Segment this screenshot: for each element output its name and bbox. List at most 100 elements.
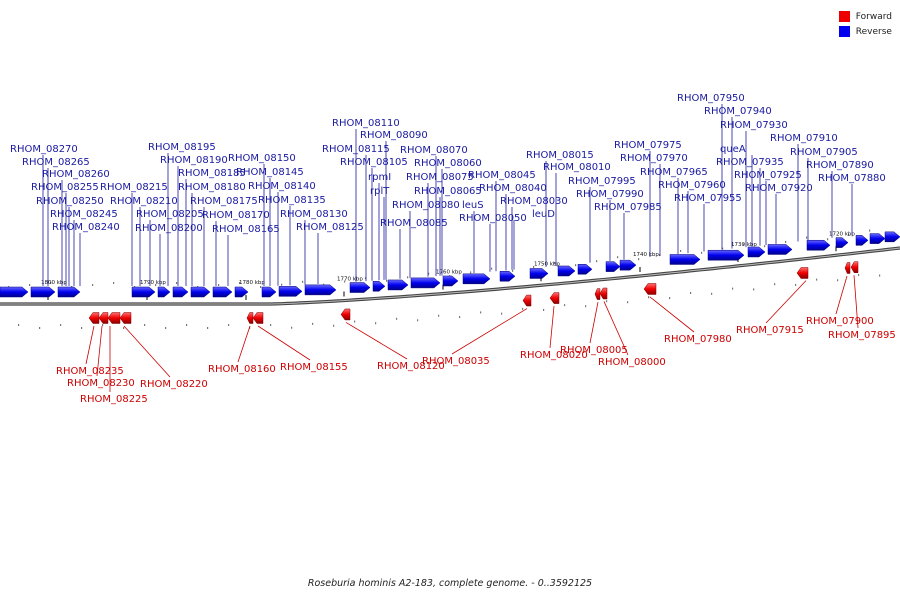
dot-marker xyxy=(344,280,346,283)
reverse-gene-label: RHOM_08130 xyxy=(280,209,348,220)
dot-marker xyxy=(543,309,545,312)
tick-label: 1750 kbp xyxy=(534,261,560,267)
dot-marker xyxy=(113,282,115,284)
dot-marker xyxy=(375,322,377,325)
reverse-gene-arrow xyxy=(304,284,337,296)
dot-marker xyxy=(60,324,62,326)
dot-marker xyxy=(144,324,146,326)
reverse-gene-arrow xyxy=(605,261,621,272)
dot-marker xyxy=(606,300,608,303)
dot-marker xyxy=(438,314,440,317)
dot-marker xyxy=(396,317,398,320)
dot-marker xyxy=(638,258,640,261)
reverse-gene-label: RHOM_08085 xyxy=(380,218,448,229)
forward-gene-arrow xyxy=(107,312,121,324)
reverse-gene-arrow xyxy=(577,264,593,275)
dot-marker xyxy=(291,326,293,329)
tick-label: 1800 kbp xyxy=(41,280,67,286)
reverse-gene-arrow xyxy=(157,286,171,298)
dot-marker xyxy=(354,320,356,323)
dot-marker xyxy=(869,229,871,232)
reverse-gene-label: RHOM_07940 xyxy=(704,106,772,117)
forward-gene-arrow xyxy=(98,312,109,324)
reverse-gene-label: RHOM_08110 xyxy=(332,118,400,129)
forward-leader-line xyxy=(649,296,695,333)
forward-gene-label: RHOM_07900 xyxy=(806,316,874,327)
reverse-label-leaders xyxy=(42,104,853,286)
reverse-gene-arrow xyxy=(855,235,869,246)
dot-marker xyxy=(312,322,314,325)
dot-marker xyxy=(575,264,577,267)
reverse-gene-arrow xyxy=(30,286,56,298)
dot-marker xyxy=(522,307,524,310)
forward-gene-label: RHOM_08155 xyxy=(280,362,348,373)
kbp-ticks: 1800 kbp 1790 kbp 1780 kbp 1770 kbp 1760 kbp… xyxy=(41,231,855,300)
reverse-swatch xyxy=(838,26,850,37)
forward-leader-line xyxy=(589,301,599,344)
dot-marker xyxy=(669,297,671,300)
reverse-gene-label: RHOM_07905 xyxy=(790,147,858,158)
dot-marker xyxy=(386,279,388,282)
forward-leader-line xyxy=(765,280,807,324)
dot-marker xyxy=(207,327,209,329)
reverse-gene-arrow xyxy=(372,281,386,292)
tick-label: 1770 kbp xyxy=(337,277,363,283)
reverse-gene-arrow xyxy=(349,282,371,293)
dot-marker xyxy=(753,288,755,291)
reverse-gene-label: RHOM_08260 xyxy=(42,169,110,180)
reverse-gene-arrow xyxy=(619,259,637,271)
dot-marker xyxy=(774,283,776,286)
reverse-gene-arrow xyxy=(172,286,189,298)
dot-marker xyxy=(155,284,157,286)
reverse-gene-arrow xyxy=(442,275,459,287)
tick-label: 1780 kbp xyxy=(239,280,265,286)
dot-marker xyxy=(795,283,797,286)
reverse-gene-label: RHOM_08050 xyxy=(459,213,527,224)
dot-marker xyxy=(39,327,41,329)
reverse-gene-label: rplT xyxy=(370,186,390,197)
dot-marker xyxy=(470,271,472,274)
reverse-gene-label: RHOM_07880 xyxy=(818,173,886,184)
dot-marker xyxy=(564,304,566,307)
forward-leader-line xyxy=(237,325,251,363)
reverse-gene-label: RHOM_08030 xyxy=(500,196,568,207)
forward-gene-label: RHOM_08160 xyxy=(208,364,276,375)
reverse-gene-label: RHOM_08245 xyxy=(50,209,118,220)
reverse-gene-label: RHOM_08125 xyxy=(296,222,364,233)
tick-label: 1720 kbp xyxy=(829,231,855,237)
reverse-gene-arrow xyxy=(212,286,233,298)
reverse-gene-label: RHOM_08270 xyxy=(10,144,78,155)
dot-marker xyxy=(837,279,839,282)
forward-leader-line xyxy=(123,325,171,378)
reverse-gene-arrow xyxy=(869,233,886,244)
reverse-gene-label: RHOM_08150 xyxy=(228,153,296,164)
reverse-gene-label: RHOM_08170 xyxy=(202,210,270,221)
forward-leader-line xyxy=(451,308,528,355)
forward-gene-arrow xyxy=(594,288,601,300)
tick-label: 1760 kbp xyxy=(436,270,462,276)
reverse-gene-arrow xyxy=(190,286,211,298)
dot-marker xyxy=(260,286,262,288)
reverse-gene-label: RHOM_07970 xyxy=(620,153,688,164)
forward-gene-label: RHOM_08120 xyxy=(377,361,445,372)
legend: Forward Reverse xyxy=(838,9,892,39)
dot-marker xyxy=(459,316,461,319)
dot-marker xyxy=(218,284,220,286)
dot-marker xyxy=(333,324,335,327)
reverse-gene-label: RHOM_08090 xyxy=(360,130,428,141)
forward-leader-line xyxy=(257,325,311,361)
forward-gene-arrow xyxy=(549,292,560,304)
genome-backbone xyxy=(0,246,900,306)
dot-marker xyxy=(627,301,629,304)
dot-marker xyxy=(239,282,241,284)
reverse-gene-arrow xyxy=(884,231,900,243)
reverse-gene-label: RHOM_08065 xyxy=(414,186,482,197)
reverse-gene-arrow xyxy=(669,254,701,265)
dot-marker xyxy=(732,287,734,290)
reverse-gene-arrow xyxy=(261,286,277,298)
forward-gene-arrow xyxy=(119,312,132,324)
forward-gene-label: RHOM_08230 xyxy=(67,378,135,389)
reverse-gene-arrow xyxy=(835,237,849,248)
dot-marker xyxy=(816,278,818,281)
